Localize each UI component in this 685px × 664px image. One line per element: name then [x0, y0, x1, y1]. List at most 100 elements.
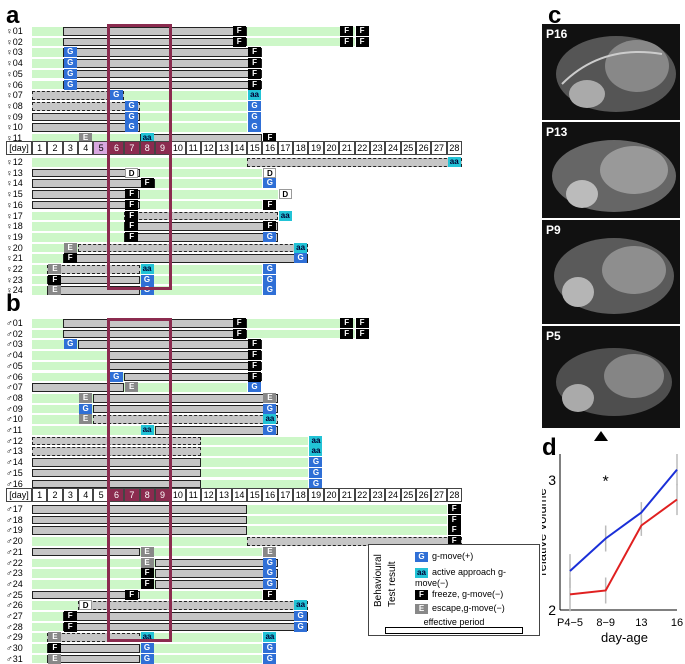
- period-bar: [47, 633, 140, 643]
- series-line-red: [569, 498, 678, 596]
- test-result-mark: F: [248, 339, 262, 350]
- period-bar: [62, 80, 263, 90]
- day-cell: 23: [369, 141, 386, 155]
- test-result-mark: F: [248, 47, 262, 58]
- test-result-mark: F: [355, 26, 369, 36]
- brain-scan-icon: [556, 348, 672, 416]
- bar-fill: [124, 222, 278, 231]
- subject-id: ♂15: [6, 467, 23, 478]
- period-bar: [32, 526, 248, 536]
- test-result-mark: F: [340, 328, 354, 339]
- test-result-mark: G: [263, 178, 277, 189]
- day-cell: 2: [47, 488, 63, 502]
- test-result-mark: G: [63, 47, 77, 58]
- mri-label: P13: [546, 125, 568, 139]
- subject-id: ♂04: [6, 350, 23, 361]
- test-result-mark: F: [447, 525, 461, 536]
- series-line-blue: [569, 468, 678, 572]
- test-result-mark: G: [79, 403, 93, 414]
- test-result-mark: E: [263, 392, 277, 403]
- test-result-mark: G: [309, 478, 323, 489]
- bar-fill: [78, 243, 309, 253]
- bar-fill: [47, 286, 140, 296]
- bar-fill: [247, 537, 463, 546]
- bar-fill: [62, 622, 309, 632]
- day-cell: 8: [139, 488, 155, 502]
- day-cell: 23: [369, 488, 386, 502]
- legend-text: freeze, g-move(−): [432, 589, 504, 599]
- test-result-mark: E: [263, 546, 277, 557]
- test-result-mark: E: [48, 653, 62, 664]
- subject-id: ♀22: [6, 264, 23, 274]
- test-result-mark: G: [263, 578, 277, 589]
- effective-period-box: [106, 318, 173, 642]
- row-background: [32, 168, 263, 178]
- subject-id: ♂10: [6, 414, 23, 425]
- day-cell: 14: [231, 141, 248, 155]
- day-cell: 20: [323, 141, 340, 155]
- test-result-mark: D: [278, 189, 292, 200]
- test-result-mark: G: [263, 231, 277, 242]
- subject-id: ♂08: [6, 392, 23, 403]
- test-result-mark: aa: [140, 632, 154, 643]
- period-bar: [32, 168, 140, 178]
- test-result-mark: E: [48, 632, 62, 643]
- test-result-mark: F: [340, 26, 354, 36]
- test-result-mark: aa: [248, 90, 262, 101]
- volume-chart: 2 3 P4−5 8−9 13 16 * day-age relative volume: [542, 454, 683, 645]
- test-result-mark: G: [309, 457, 323, 468]
- row-background: [32, 590, 263, 600]
- bar-fill: [247, 158, 463, 167]
- bar-fill: [47, 265, 140, 274]
- period-bar: [78, 243, 309, 253]
- test-result-mark: D: [263, 167, 277, 178]
- period-bar: [32, 190, 140, 199]
- row-background: [32, 112, 248, 122]
- bar-fill: [32, 200, 140, 210]
- day-cell: 24: [385, 488, 401, 502]
- day-cell: 18: [293, 141, 309, 155]
- test-result-mark: G: [125, 111, 139, 122]
- day-cell: 4: [78, 141, 94, 155]
- panel-a-label: a: [6, 2, 20, 29]
- day-cell: 13: [216, 488, 232, 502]
- bar-fill: [93, 415, 278, 424]
- bar-fill: [32, 101, 140, 111]
- subject-id: ♂21: [6, 546, 23, 557]
- test-result-mark: G: [248, 111, 262, 122]
- row-background: [32, 190, 278, 199]
- day-cell: 12: [200, 141, 217, 155]
- day-cell: 1: [32, 488, 48, 502]
- period-bar: [154, 569, 278, 578]
- test-result-mark: G: [125, 122, 139, 133]
- bar-fill: [154, 558, 278, 568]
- subject-id: ♂12: [6, 435, 23, 446]
- legend-mark: F: [415, 589, 428, 600]
- subject-id: ♂31: [6, 653, 23, 664]
- test-result-mark: F: [447, 504, 461, 514]
- bar-fill: [32, 479, 201, 489]
- bar-fill: [108, 361, 263, 371]
- test-result-mark: G: [263, 403, 277, 414]
- subject-id: ♂06: [6, 371, 23, 382]
- day-cell: 10: [170, 141, 186, 155]
- test-result-mark: F: [232, 328, 246, 339]
- x-tick-label: 13: [635, 617, 647, 629]
- subject-id: ♀05: [6, 68, 23, 79]
- test-result-mark: F: [248, 58, 262, 69]
- test-result-mark: G: [309, 467, 323, 478]
- day-cell: 19: [308, 141, 324, 155]
- subject-id: ♀07: [6, 90, 23, 101]
- test-result-mark: F: [340, 318, 354, 328]
- day-cell: 1: [32, 141, 48, 155]
- test-result-mark: G: [294, 621, 308, 632]
- test-result-mark: F: [140, 178, 154, 189]
- subject-id: ♂18: [6, 514, 23, 525]
- bar-fill: [93, 404, 278, 414]
- legend-title: Behavioural Test result: [373, 551, 411, 611]
- bar-fill: [93, 393, 278, 403]
- test-result-mark: G: [140, 274, 154, 285]
- bar-fill: [32, 190, 140, 199]
- legend-title-line2: Test result: [387, 561, 398, 607]
